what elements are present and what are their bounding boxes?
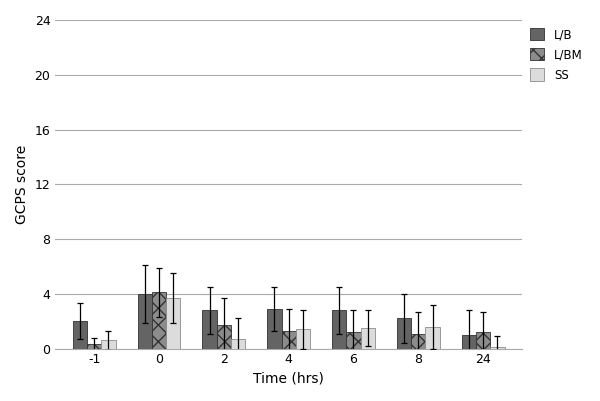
Bar xyxy=(137,294,152,348)
Legend: L/B, L/BM, SS: L/B, L/BM, SS xyxy=(528,26,585,84)
Bar xyxy=(101,340,116,348)
Bar xyxy=(296,329,310,348)
Bar xyxy=(346,332,361,348)
Bar xyxy=(397,318,411,348)
Bar xyxy=(152,292,166,348)
Bar xyxy=(166,298,181,348)
Bar xyxy=(73,321,87,348)
Bar xyxy=(332,310,346,348)
Y-axis label: GCPS score: GCPS score xyxy=(15,145,29,224)
Bar xyxy=(217,325,231,348)
Bar xyxy=(281,331,296,348)
Bar xyxy=(411,334,425,348)
Bar xyxy=(476,332,490,348)
X-axis label: Time (hrs): Time (hrs) xyxy=(253,372,324,386)
Bar xyxy=(462,335,476,348)
Bar xyxy=(361,328,375,348)
Bar xyxy=(87,344,101,348)
Bar xyxy=(202,310,217,348)
Bar xyxy=(231,339,245,348)
Bar xyxy=(425,327,440,348)
Bar xyxy=(490,347,505,348)
Bar xyxy=(267,309,281,348)
